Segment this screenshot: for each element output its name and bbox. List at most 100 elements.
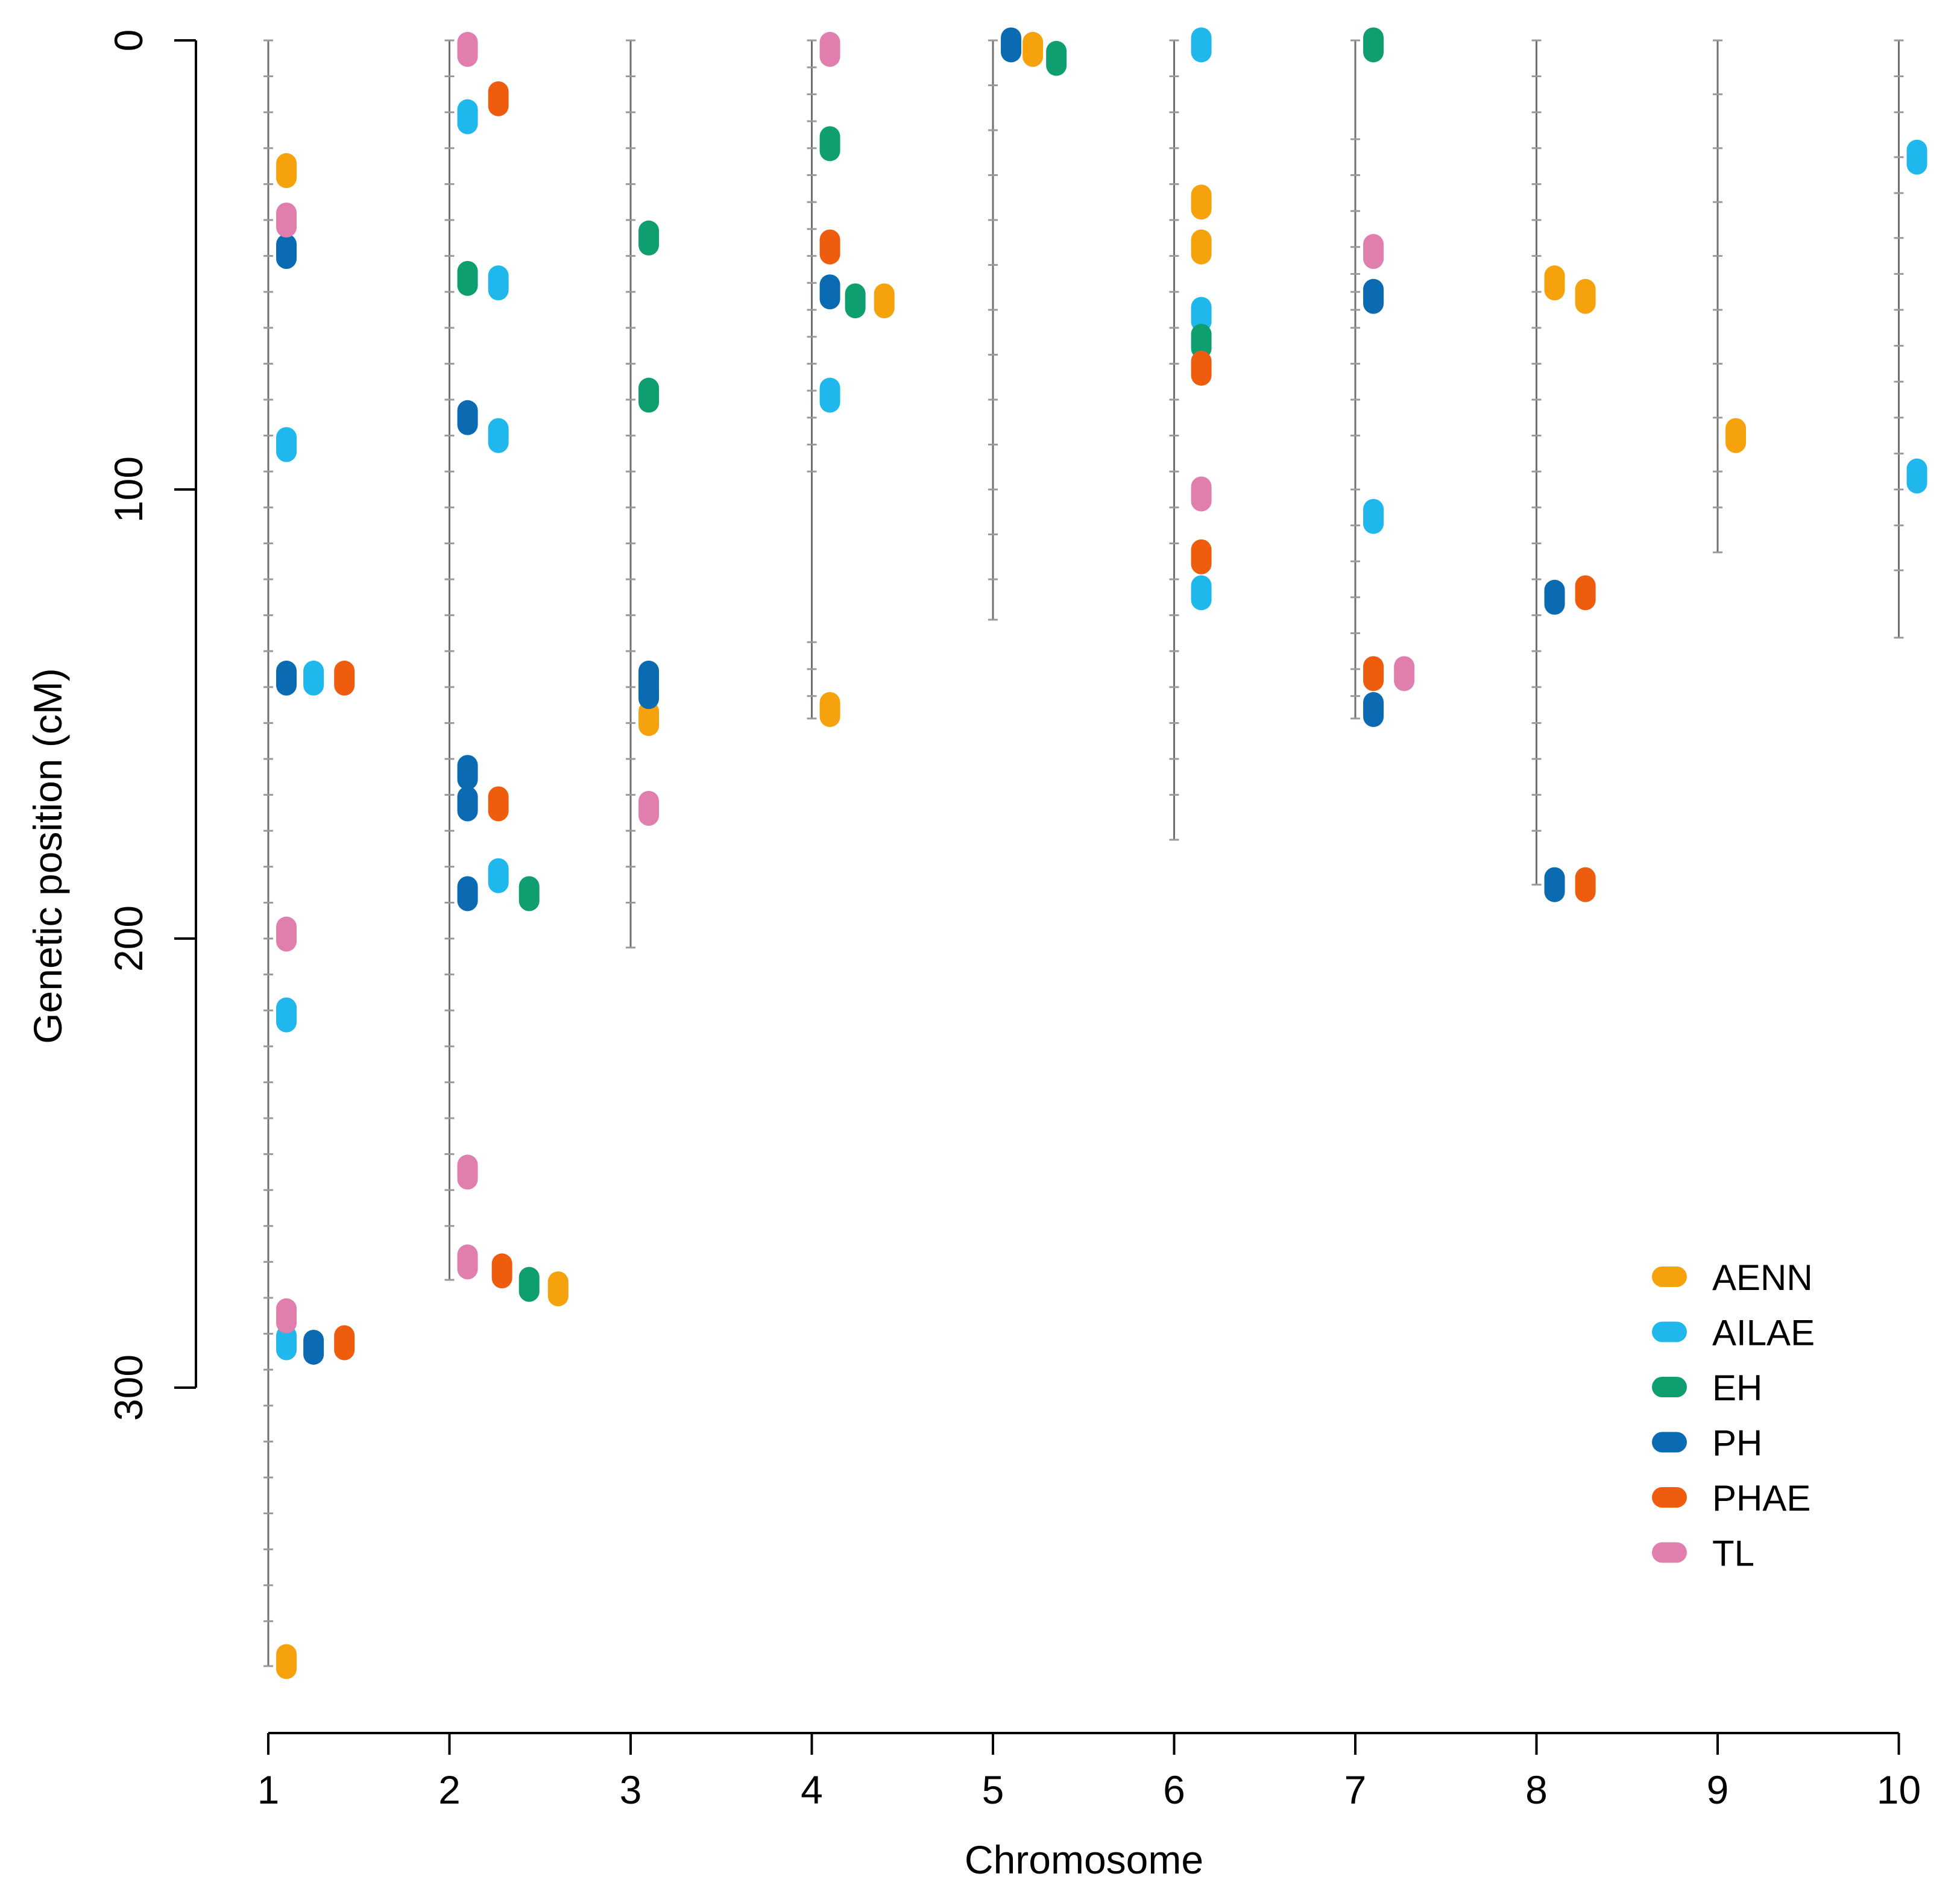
qtl-marker-phae — [1575, 575, 1596, 611]
y-tick-label: 200 — [106, 905, 151, 972]
legend: AENN AILAE EH PH PHAE TL — [1652, 1257, 1815, 1574]
legend-item-aenn: AENN — [1652, 1257, 1813, 1298]
qtl-marker-ph — [303, 1329, 324, 1365]
qtl-marker-tl — [276, 203, 297, 238]
qtl-marker-eh — [845, 283, 866, 319]
qtl-marker-ailae — [303, 660, 324, 696]
qtl-marker-ailae — [1191, 27, 1212, 63]
qtl-marker-ph — [457, 400, 478, 435]
qtl-marker-ailae — [276, 1325, 297, 1361]
qtl-marker-ph — [638, 674, 660, 709]
qtl-marker-eh — [638, 220, 660, 256]
legend-swatch — [1652, 1321, 1687, 1342]
qtl-marker-tl — [1363, 234, 1384, 269]
x-tick-label: 3 — [620, 1767, 642, 1812]
qtl-marker-aenn — [276, 153, 297, 189]
qtl-marker-tl — [638, 790, 660, 826]
legend-swatch — [1652, 1487, 1687, 1508]
qtl-marker-phae — [1191, 350, 1212, 386]
legend-label: AENN — [1712, 1257, 1813, 1298]
qtl-marker-ailae — [1191, 297, 1212, 332]
legend-label: PH — [1712, 1423, 1762, 1464]
x-tick-label: 10 — [1877, 1767, 1921, 1812]
qtl-marker-tl — [1191, 476, 1212, 512]
y-tick-label: 0 — [106, 30, 151, 52]
qtl-marker-ph — [457, 786, 478, 822]
qtl-marker-ph — [1363, 278, 1384, 314]
qtl-marker-aenn — [1575, 278, 1596, 314]
qtl-marker-eh — [457, 260, 478, 296]
qtl-marker-phae — [334, 660, 355, 696]
qtl-marker-ailae — [819, 377, 840, 413]
qtl-marker-ailae — [1906, 139, 1927, 175]
legend-label: TL — [1712, 1534, 1754, 1574]
qtl-marker-phae — [488, 786, 509, 822]
x-tick-label: 1 — [257, 1767, 280, 1812]
qtl-marker-ailae — [276, 997, 297, 1033]
qtl-marker-ph — [1544, 579, 1565, 615]
chromosome-lines — [263, 39, 1904, 1667]
x-axis: 1 2 3 4 5 6 7 8 9 10 — [257, 1732, 1921, 1812]
x-tick-label: 4 — [801, 1767, 823, 1812]
qtl-marker-ailae — [1363, 499, 1384, 534]
qtl-marker-phae — [819, 229, 840, 265]
qtl-marker-eh — [1363, 27, 1384, 63]
qtl-marker-ailae — [488, 265, 509, 301]
y-tick-label: 300 — [106, 1354, 151, 1421]
qtl-marker-eh — [819, 126, 840, 162]
legend-item-tl: TL — [1652, 1534, 1754, 1574]
qtl-markers — [276, 27, 1927, 1679]
qtl-marker-ph — [276, 234, 297, 269]
qtl-marker-aenn — [547, 1271, 569, 1307]
qtl-marker-ph — [1544, 867, 1565, 902]
qtl-marker-aenn — [276, 1644, 297, 1679]
qtl-marker-ph — [457, 755, 478, 790]
qtl-marker-ph — [1363, 692, 1384, 728]
legend-label: PHAE — [1712, 1478, 1810, 1518]
qtl-marker-tl — [457, 31, 478, 67]
x-tick-label: 7 — [1344, 1767, 1367, 1812]
x-tick-label: 9 — [1707, 1767, 1729, 1812]
qtl-marker-phae — [1363, 656, 1384, 691]
qtl-marker-aenn — [638, 700, 660, 736]
qtl-marker-eh — [638, 377, 660, 413]
qtl-marker-aenn — [874, 283, 895, 319]
y-tick-label: 100 — [106, 456, 151, 523]
x-axis-label: Chromosome — [965, 1837, 1203, 1882]
qtl-marker-ailae — [457, 99, 478, 134]
qtl-marker-phae — [334, 1325, 355, 1361]
qtl-marker-ph — [457, 876, 478, 911]
legend-label: AILAE — [1712, 1313, 1815, 1353]
qtl-marker-ailae — [488, 418, 509, 453]
qtl-marker-ailae — [488, 858, 509, 893]
x-tick-label: 8 — [1525, 1767, 1548, 1812]
legend-item-ailae: AILAE — [1652, 1313, 1815, 1353]
qtl-marker-ph — [819, 274, 840, 310]
legend-item-ph: PH — [1652, 1423, 1762, 1464]
x-tick-label: 2 — [438, 1767, 461, 1812]
qtl-marker-aenn — [1544, 265, 1565, 301]
legend-item-phae: PHAE — [1652, 1478, 1810, 1518]
qtl-marker-phae — [491, 1253, 512, 1289]
legend-item-eh: EH — [1652, 1368, 1762, 1408]
y-axis-label: Genetic position (cM) — [25, 668, 70, 1044]
x-tick-label: 6 — [1163, 1767, 1185, 1812]
qtl-marker-phae — [1191, 539, 1212, 574]
qtl-marker-tl — [276, 1298, 297, 1333]
qtl-marker-phae — [1575, 867, 1596, 902]
qtl-marker-tl — [457, 1244, 478, 1280]
qtl-marker-ailae — [276, 427, 297, 462]
qtl-marker-eh — [518, 876, 540, 911]
legend-swatch — [1652, 1266, 1687, 1287]
qtl-marker-aenn — [1191, 184, 1212, 220]
x-tick-label: 5 — [982, 1767, 1004, 1812]
qtl-marker-aenn — [1191, 229, 1212, 265]
legend-swatch — [1652, 1542, 1687, 1563]
legend-swatch — [1652, 1432, 1687, 1453]
y-axis: 0 100 200 300 — [106, 30, 197, 1421]
qtl-marker-tl — [819, 31, 840, 67]
qtl-marker-tl — [276, 916, 297, 952]
qtl-marker-tl — [1394, 656, 1415, 691]
qtl-marker-eh — [1046, 40, 1067, 76]
